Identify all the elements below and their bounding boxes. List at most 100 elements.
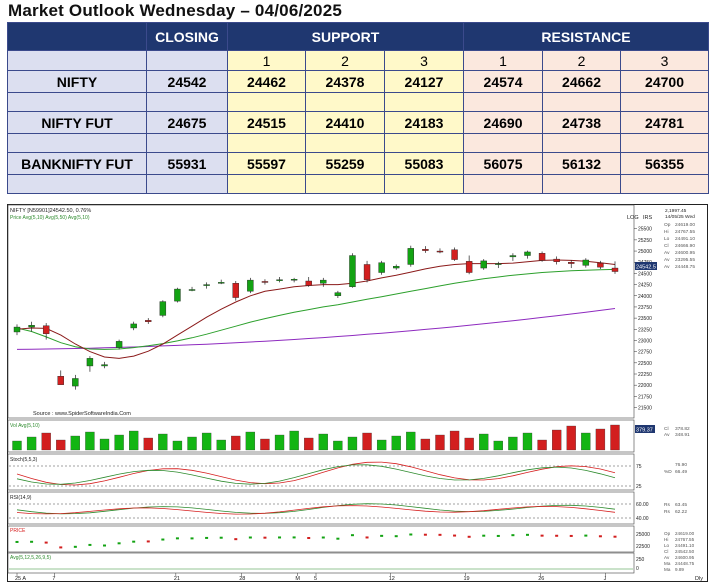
volume-bar <box>187 436 197 451</box>
bottom-price-mark <box>467 535 471 538</box>
stoch-label: Stoch(5,5,3) <box>10 457 38 463</box>
volume-bar <box>566 425 576 451</box>
stoch-info-key: %D <box>664 469 672 475</box>
price-panel <box>7 204 635 419</box>
row-support-3: 24127 <box>383 70 465 93</box>
level-r3: 3 <box>620 50 710 71</box>
volume-bar <box>464 437 474 451</box>
x-tick-label: 7 <box>52 576 55 582</box>
x-tick-label: J <box>604 576 607 582</box>
header-resistance: RESISTANCE <box>463 22 710 51</box>
bot-info-value: 24767.55 <box>675 537 695 542</box>
candle-body <box>538 253 546 261</box>
row-support-3: 24183 <box>383 111 465 134</box>
candles <box>13 245 619 390</box>
bottom-price-mark <box>555 534 559 537</box>
rsi-line <box>16 503 616 515</box>
bottom-price-mark <box>161 538 165 541</box>
nifty-chart: NIFTY [N59901]24542.50, 0.76% Price Avg(… <box>7 204 708 582</box>
volume-bar <box>56 439 66 451</box>
volume-bar <box>333 440 343 451</box>
bottom-price-mark <box>190 537 194 540</box>
bottom-price-mark <box>15 540 19 543</box>
x-tick-label: 19 <box>464 576 470 582</box>
x-axis: 25 A 7 21 28 M 5 12 19 26 J Dly <box>15 573 703 582</box>
bot-info-value: 24619.00 <box>675 531 695 536</box>
bottom-price-mark <box>511 534 515 537</box>
row-resistance-1: 24690 <box>463 111 544 134</box>
volume-bar <box>143 437 153 451</box>
spacer-cell <box>7 174 147 194</box>
candle-body <box>349 255 356 288</box>
volume-bar <box>129 430 139 451</box>
bottom-price-mark <box>438 533 442 536</box>
level-blank <box>7 50 147 71</box>
candle-body <box>261 281 269 283</box>
x-tick-label: 25 A <box>15 576 26 582</box>
volume-bar <box>172 440 183 451</box>
bottom-price-mark <box>146 540 150 543</box>
volume-bar <box>435 434 445 451</box>
volume-bar <box>85 431 95 451</box>
row-resistance-2: 24738 <box>542 111 622 134</box>
volume-bar <box>158 433 168 451</box>
bottom-price-mark <box>380 534 384 537</box>
bottom-price-mark <box>350 534 354 537</box>
spacer-cell <box>305 133 385 153</box>
info-key: Op <box>664 222 671 228</box>
bottom-price-mark <box>132 540 136 543</box>
y-tick-label: 21750 <box>638 394 652 400</box>
row-support-2: 24410 <box>305 111 385 134</box>
bottom-panel-2 <box>7 552 635 574</box>
candle-body <box>276 279 283 281</box>
spacer-cell <box>463 133 544 153</box>
row-name: NIFTY FUT <box>7 111 147 134</box>
spacer-cell <box>227 92 306 112</box>
bottom-price-mark <box>175 537 179 540</box>
candle-body <box>42 325 50 334</box>
candle-body <box>305 280 312 286</box>
candle-body <box>13 326 21 333</box>
stoch-panel <box>7 453 635 491</box>
x-tick-label: 28 <box>239 576 245 582</box>
spacer-cell <box>463 92 544 112</box>
level-closing-blank <box>146 50 228 71</box>
volume-bar <box>289 430 299 451</box>
bottom-price-mark <box>453 534 457 537</box>
bot2-tick-2: 0 <box>636 566 639 572</box>
volume-bar <box>406 431 416 451</box>
vol-info-key: Av <box>664 432 670 438</box>
bottom-price-mark <box>394 535 398 538</box>
volume-bar <box>552 429 562 451</box>
volume-bar <box>231 435 241 451</box>
irs-label: IRS <box>643 215 653 221</box>
spacer-cell <box>383 92 465 112</box>
volume-bar <box>260 438 270 451</box>
spacer-row <box>7 174 710 194</box>
stoch-info-value: 76.90 <box>675 462 687 468</box>
spacer-cell <box>227 133 306 153</box>
bot-tick-2: 22500 <box>636 544 650 550</box>
candle-body <box>28 325 35 328</box>
spacer-row <box>7 92 710 112</box>
info-value: 24666.90 <box>675 243 695 249</box>
y-tick-label: 25000 <box>638 249 652 255</box>
volume-bars <box>12 424 620 451</box>
bottom-price-mark <box>59 546 63 549</box>
rsi-info-key: Rs <box>664 509 670 515</box>
rsi-label: RSI(14,9) <box>10 495 32 501</box>
volume-bar <box>595 428 606 451</box>
price-tag: 24542.5 <box>635 262 657 271</box>
volume-bar <box>41 432 51 451</box>
y-tick-label: 22000 <box>638 383 652 389</box>
vol-info-value: 378.82 <box>675 426 690 432</box>
row-support-1: 24515 <box>227 111 306 134</box>
row-closing: 24542 <box>146 70 228 93</box>
candle-body <box>378 262 385 273</box>
candle-body <box>130 323 137 329</box>
ma-fast-line <box>16 259 616 359</box>
y-tick-label: 22750 <box>638 350 652 356</box>
chart-header: NIFTY [N59901]24542.50, 0.76% <box>10 208 91 214</box>
row-resistance-3: 24781 <box>620 111 710 134</box>
price-y-axis: 2550025250250002475024500242502400023750… <box>634 227 652 412</box>
